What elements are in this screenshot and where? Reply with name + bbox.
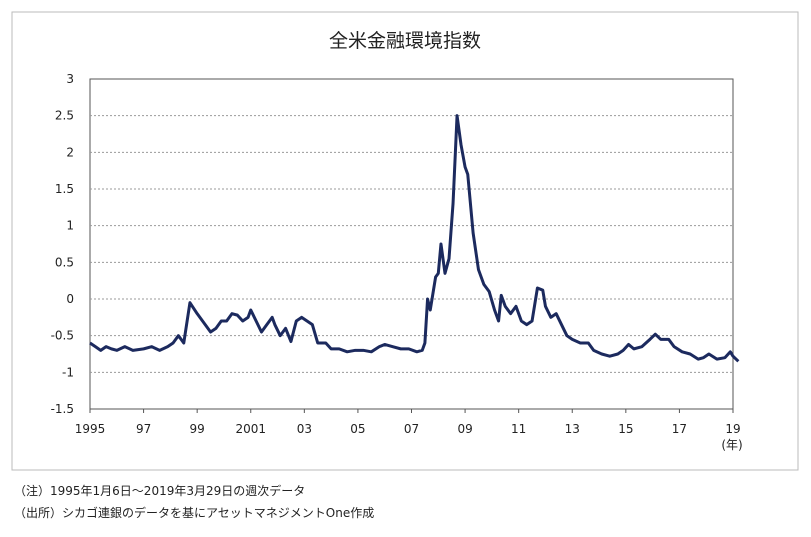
x-tick-label: 1995: [75, 422, 106, 436]
x-tick-label: 03: [297, 422, 312, 436]
note: （注）1995年1月6日～2019年3月29日の週次データ: [14, 483, 305, 498]
x-tick-label: 11: [511, 422, 526, 436]
y-tick-label: -1.5: [51, 402, 74, 416]
x-unit: (年): [721, 438, 742, 452]
data-line: [89, 114, 740, 363]
x-tick-label: 07: [404, 422, 419, 436]
x-tick-label: 15: [618, 422, 633, 436]
y-tick-label: 0.5: [55, 255, 74, 269]
y-tick-label: -0.5: [51, 329, 74, 343]
x-tick-label: 99: [190, 422, 205, 436]
chart-title: 全米金融環境指数: [329, 30, 481, 52]
x-tick-label: 05: [350, 422, 365, 436]
x-tick-label: 09: [457, 422, 472, 436]
y-tick-label: 2.5: [55, 109, 74, 123]
x-tick-label: 17: [672, 422, 687, 436]
y-tick-label: 2: [66, 145, 74, 159]
y-tick-label: 1.5: [55, 182, 74, 196]
x-tick-label: 2001: [235, 422, 266, 436]
y-tick-label: -1: [62, 365, 74, 379]
y-tick-label: 1: [66, 219, 74, 233]
x-tick-label: 97: [136, 422, 151, 436]
plot-frame: [89, 78, 734, 410]
y-tick-label: 0: [66, 292, 74, 306]
source: （出所）シカゴ連銀のデータを基にアセットマネジメントOne作成: [14, 505, 374, 520]
x-tick-label: 13: [565, 422, 580, 436]
chart-frame: [11, 11, 799, 471]
x-tick-label: 19: [725, 422, 740, 436]
y-tick-label: 3: [66, 72, 74, 86]
